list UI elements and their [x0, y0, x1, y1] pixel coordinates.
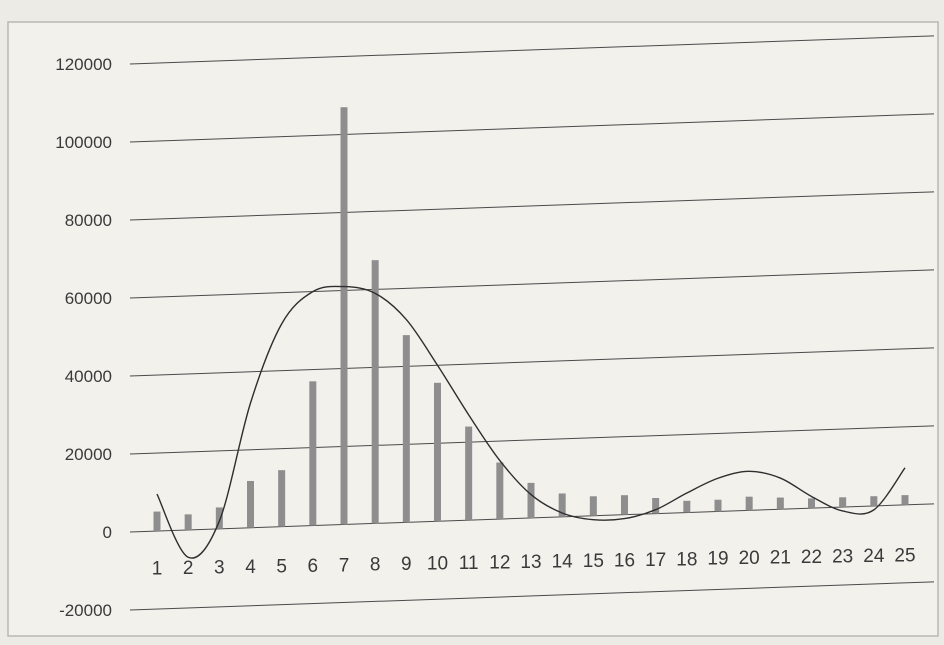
y-tick-label: 0 [103, 523, 112, 542]
y-tick-label: 20000 [65, 445, 112, 464]
bar [278, 470, 286, 527]
bar [247, 480, 254, 528]
bar [496, 462, 504, 520]
x-tick-label: 19 [707, 549, 728, 570]
trend-line-series [156, 285, 906, 559]
bar [434, 382, 441, 522]
x-tick-label: 20 [739, 548, 760, 569]
x-tick-label: 15 [583, 551, 604, 572]
x-tick-label: 13 [520, 552, 541, 573]
bar [309, 381, 317, 526]
bar-series [153, 107, 909, 532]
y-tick-label: -20000 [59, 601, 112, 620]
gridline [129, 581, 935, 611]
x-tick-label: 11 [459, 553, 479, 574]
gridline [129, 191, 935, 221]
x-tick-label: 9 [401, 554, 412, 575]
x-tick-label: 17 [645, 550, 666, 571]
x-tick-label: 25 [894, 545, 915, 566]
x-tick-label: 2 [183, 558, 194, 579]
y-tick-label: 100000 [55, 133, 112, 152]
bar [808, 498, 815, 509]
bar [745, 496, 753, 511]
x-tick-label: 3 [214, 557, 225, 578]
bar [402, 335, 410, 523]
x-tick-label: 18 [676, 549, 697, 570]
trend-line [156, 285, 906, 559]
bar [683, 500, 691, 513]
gridline [129, 425, 935, 455]
bar [621, 495, 628, 515]
gridline [129, 269, 935, 299]
bar [215, 507, 223, 529]
gridlines [129, 35, 935, 611]
x-tick-label: 7 [339, 555, 350, 576]
x-axis-ticks: 1 2 3 4 5 6 7 8 9 10 11 12 13 14 15 16 17 18 19 20 21 22 23 24 2… [152, 545, 916, 579]
bar [589, 496, 597, 516]
x-tick-label: 14 [552, 551, 574, 572]
bar [714, 499, 722, 512]
bar [340, 107, 348, 525]
bar [184, 514, 192, 530]
bar [558, 493, 566, 517]
x-tick-label: 5 [276, 556, 287, 577]
x-tick-label: 24 [863, 546, 885, 567]
y-axis-ticks: -20000 0 20000 40000 60000 80000 100000 120000 [55, 55, 112, 620]
x-tick-label: 8 [370, 555, 381, 576]
y-tick-label: 60000 [65, 289, 112, 308]
bar [901, 495, 909, 505]
bar [839, 497, 847, 508]
x-tick-label: 4 [245, 557, 256, 578]
bar [153, 511, 161, 532]
x-tick-label: 16 [614, 550, 635, 571]
y-tick-label: 40000 [65, 367, 112, 386]
x-tick-label: 22 [801, 547, 822, 568]
x-tick-label: 21 [770, 548, 791, 569]
gridline [129, 35, 935, 65]
x-tick-label: 6 [308, 556, 319, 577]
bar [870, 496, 878, 506]
bar [465, 426, 473, 521]
x-tick-label: 23 [832, 547, 853, 568]
bar [776, 497, 784, 510]
x-tick-label: 10 [427, 554, 448, 575]
x-tick-label: 1 [152, 559, 163, 580]
x-tick-label: 12 [489, 553, 510, 574]
y-tick-label: 120000 [55, 55, 112, 74]
bar [652, 498, 660, 514]
bar [371, 260, 379, 524]
chart-frame [7, 21, 939, 637]
y-tick-label: 80000 [65, 211, 112, 230]
gridline [129, 347, 935, 377]
gridline [129, 113, 935, 143]
bar [527, 482, 535, 518]
